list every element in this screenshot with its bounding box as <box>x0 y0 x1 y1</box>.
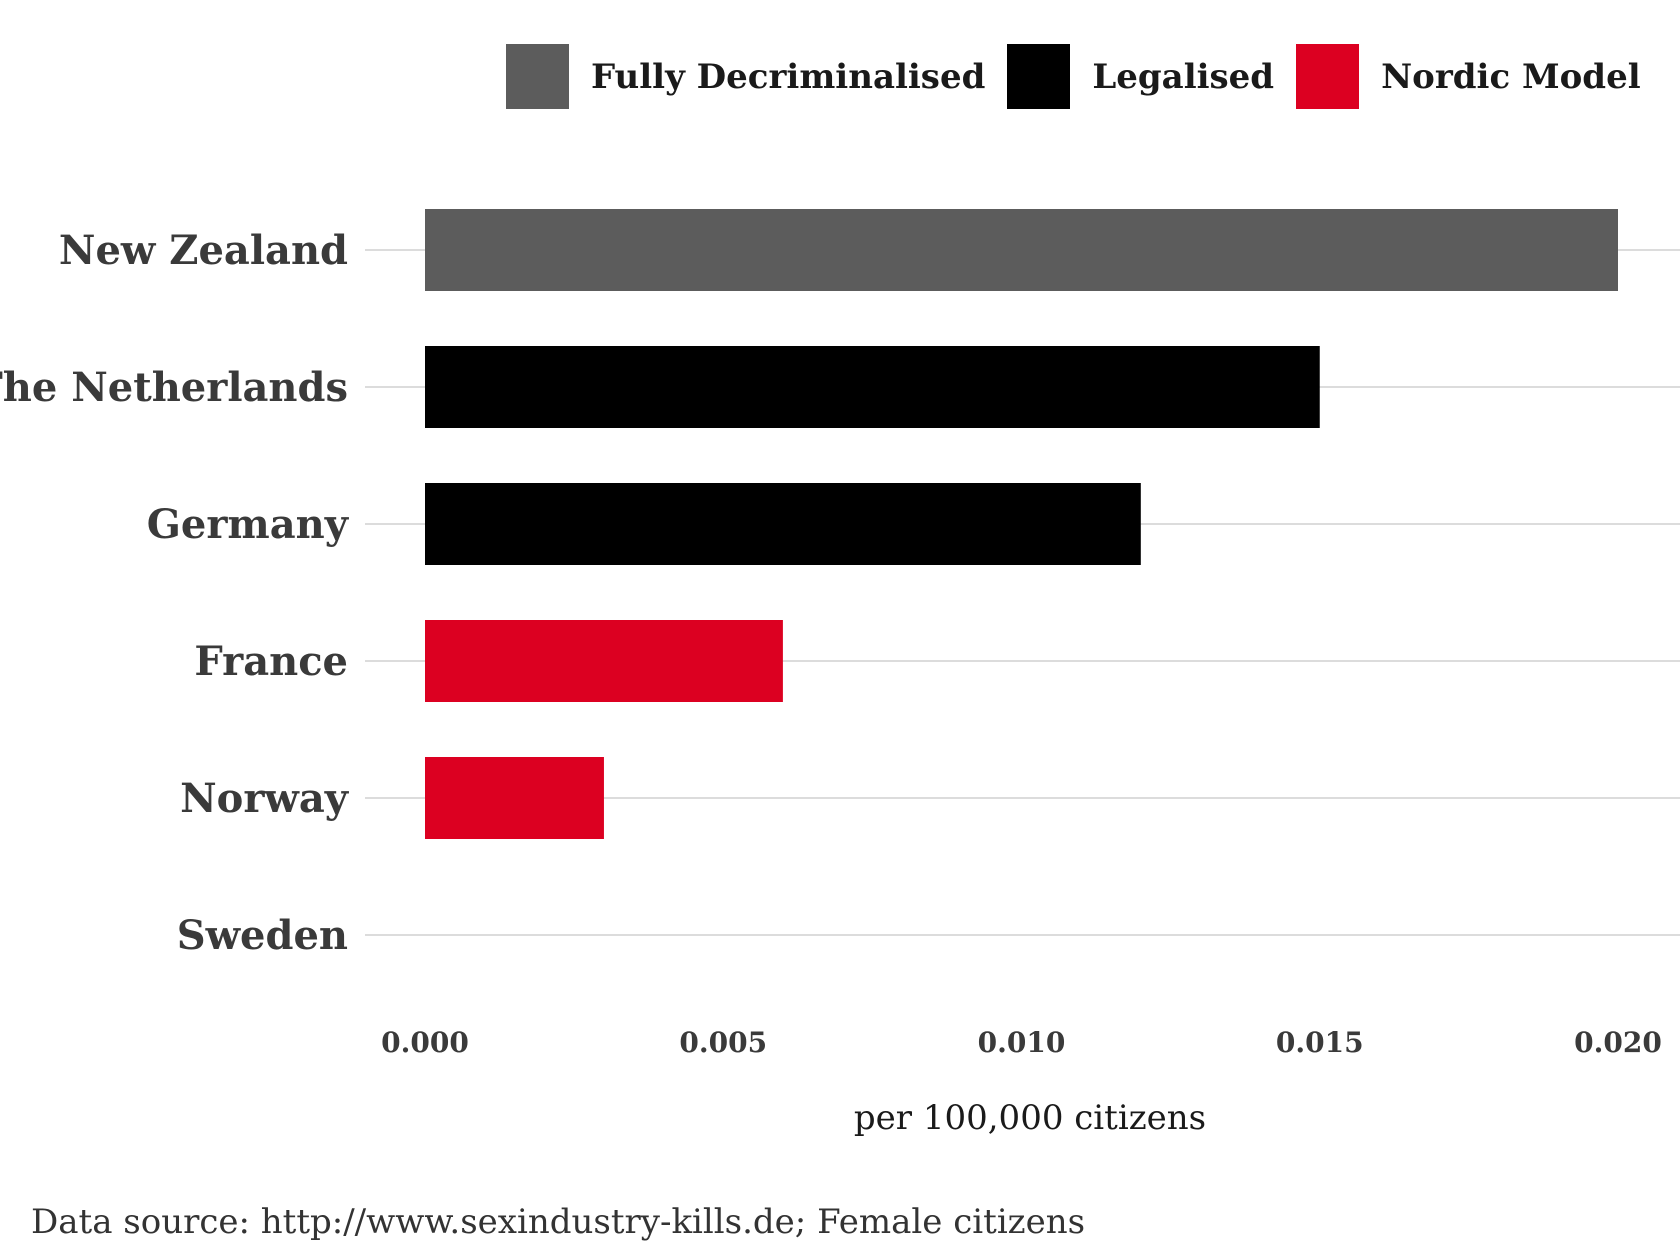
legend-label: Legalised <box>1092 56 1275 97</box>
x-tick-label: 0.000 <box>381 1026 469 1059</box>
legend-label: Fully Decriminalised <box>591 56 986 97</box>
y-tick-label: New Zealand <box>59 227 348 274</box>
legend-item: Legalised <box>1007 44 1274 109</box>
x-tick-label: 0.015 <box>1276 1026 1364 1059</box>
legend-item: Nordic Model <box>1296 44 1641 109</box>
x-tick-label: 0.020 <box>1574 1026 1662 1059</box>
x-axis-title: per 100,000 citizens <box>853 1098 1207 1138</box>
data-source-caption: Data source: http://www.sexindustry-kill… <box>31 1202 1086 1242</box>
y-tick-label: The Netherlands <box>0 364 348 411</box>
y-tick-label: France <box>194 638 348 685</box>
x-tick-label: 0.005 <box>679 1026 767 1059</box>
y-tick-label: Norway <box>180 775 350 822</box>
bar-new-zealand <box>425 209 1618 291</box>
bar-the-netherlands <box>425 346 1320 428</box>
bar-france <box>425 620 783 702</box>
y-tick-label: Sweden <box>177 912 348 959</box>
legend-label: Nordic Model <box>1381 56 1641 97</box>
legend-swatch <box>506 44 569 109</box>
y-tick-label: Germany <box>147 501 350 548</box>
legend: Fully Decriminalised Legalised Nordic Mode… <box>506 44 1663 109</box>
legend-item: Fully Decriminalised <box>506 44 985 109</box>
bar-norway <box>425 757 604 839</box>
x-tick-label: 0.010 <box>978 1026 1066 1059</box>
legend-swatch <box>1007 44 1071 109</box>
legend-swatch <box>1296 44 1360 109</box>
bar-germany <box>425 483 1141 565</box>
